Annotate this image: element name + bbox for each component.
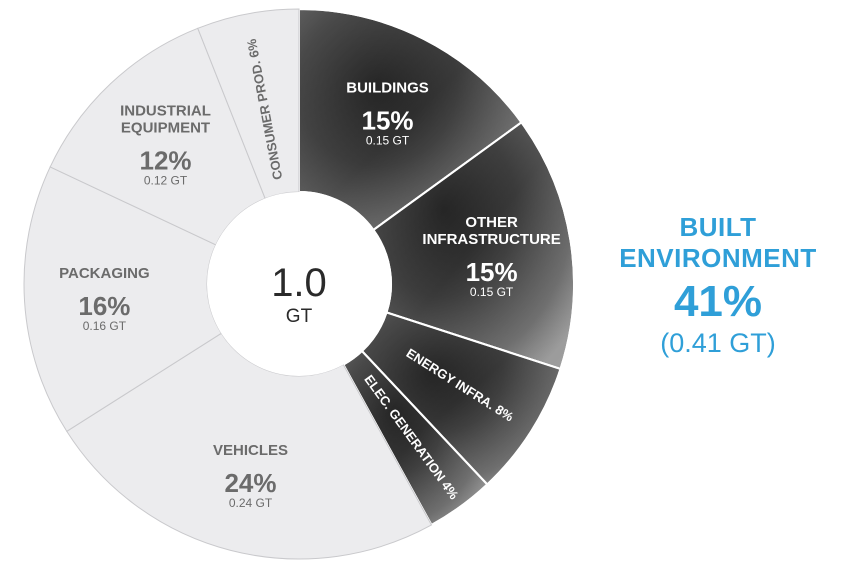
slice-overlay-other-infrastructure bbox=[372, 120, 575, 371]
callout-sub: (0.41 GT) bbox=[660, 328, 776, 358]
callout-title-line1: BUILT bbox=[679, 212, 757, 242]
label-gt-industrial-equipment: 0.12 GT bbox=[144, 173, 188, 187]
label-name-industrial-equipment-0: INDUSTRIAL bbox=[120, 102, 211, 119]
label-name-packaging-0: PACKAGING bbox=[59, 265, 150, 282]
label-gt-other-infrastructure: 0.15 GT bbox=[470, 285, 514, 299]
label-percent-vehicles: 24% bbox=[224, 468, 276, 498]
label-name-industrial-equipment-1: EQUIPMENT bbox=[121, 119, 210, 136]
callout-percent: 41% bbox=[673, 277, 763, 326]
callout-title-line2: ENVIRONMENT bbox=[619, 243, 817, 273]
center-value: 1.0 bbox=[271, 261, 327, 305]
label-gt-packaging: 0.16 GT bbox=[83, 319, 127, 333]
label-percent-buildings: 15% bbox=[362, 105, 414, 135]
label-name-vehicles-0: VEHICLES bbox=[213, 442, 288, 459]
label-percent-packaging: 16% bbox=[78, 291, 130, 321]
label-name-other-infrastructure-1: INFRASTRUCTURE bbox=[422, 231, 560, 248]
label-name-buildings-0: BUILDINGS bbox=[346, 79, 429, 96]
label-percent-other-infrastructure: 15% bbox=[466, 257, 518, 287]
label-gt-buildings: 0.15 GT bbox=[366, 133, 410, 147]
donut-hole bbox=[207, 192, 391, 376]
built-environment-callout: BUILT ENVIRONMENT 41% (0.41 GT) bbox=[592, 212, 844, 358]
label-percent-industrial-equipment: 12% bbox=[139, 145, 191, 175]
label-gt-vehicles: 0.24 GT bbox=[229, 496, 273, 510]
center-unit: GT bbox=[286, 306, 313, 327]
label-name-other-infrastructure-0: OTHER bbox=[465, 214, 518, 231]
slice-overlay-buildings bbox=[298, 7, 523, 232]
